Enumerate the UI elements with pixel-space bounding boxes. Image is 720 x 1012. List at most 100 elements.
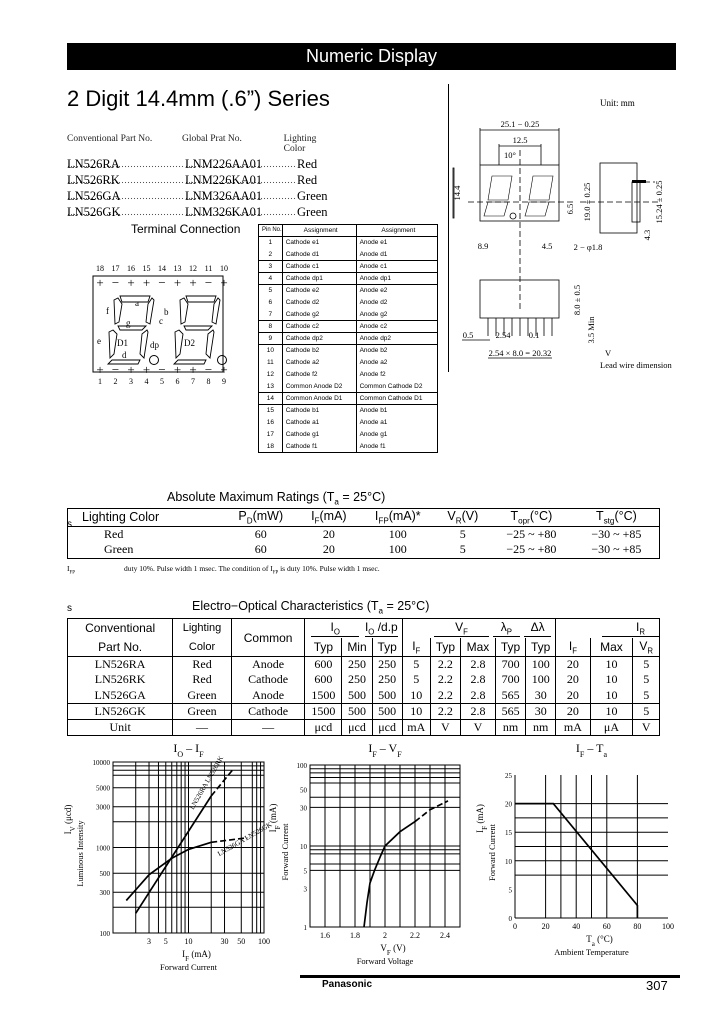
dim-lead-pitch: 2.54	[496, 330, 512, 340]
cell: 10	[401, 687, 431, 703]
pin-polarity: −	[158, 362, 165, 377]
title-text: Absolute Maximum Ratings (T	[167, 490, 335, 504]
table-row: LN526RA Red Anode 600 250 250 5 2.2 2.8 700 100 20 1…	[68, 656, 660, 672]
lighting-color: Green	[297, 189, 328, 203]
pin-polarity: +	[174, 362, 181, 377]
x-tick-label: 1.6	[320, 931, 330, 940]
pin-polarity: +	[96, 362, 103, 377]
col-header: Typ	[494, 637, 526, 657]
x-tick-label: 2	[383, 931, 387, 940]
dim-height: 14.4	[452, 185, 462, 201]
cell: V	[429, 718, 461, 735]
cell: μcd	[371, 718, 403, 735]
pin-number: 4	[145, 377, 149, 386]
table-row: 7 Cathode g2 Anode g2	[258, 308, 438, 321]
x-axis-label-2: Ambient Temperature	[554, 947, 629, 957]
io-label: IO	[311, 620, 359, 637]
pin-anode: Anode f2	[355, 368, 438, 381]
y-axis-label-2: Forward Current	[280, 823, 290, 881]
dimension-drawing: 25.1 − 0.25 12.5 10° 14.4 6.5 19.0 ± 0.2…	[452, 119, 673, 370]
pin-polarity: −	[158, 275, 165, 290]
cell: nm	[525, 718, 556, 735]
table-row: 11 Cathode a2 Anode a2	[258, 356, 438, 369]
digit-2-segments	[172, 295, 221, 365]
cell: 20	[555, 656, 591, 672]
cell: 250	[341, 656, 373, 672]
pin-number: 6	[176, 377, 180, 386]
page-title: 2 Digit 14.4mm (.6”) Series	[67, 86, 330, 111]
segment	[172, 359, 207, 365]
cell: 2.2	[429, 672, 461, 688]
pin-no: 4	[258, 272, 283, 285]
pin-no: 12	[258, 368, 283, 381]
cell: 2.2	[429, 702, 461, 719]
global-part-no: LNM326AA01	[185, 188, 297, 204]
dim-holes: 2 − φ1.8	[574, 242, 603, 252]
pin-anode: Anode c2	[355, 320, 438, 333]
pin-cathode: Cathode e2	[281, 284, 357, 297]
pin-cathode: Cathode g2	[281, 308, 357, 321]
series-line-dashed	[414, 800, 449, 823]
segment	[211, 297, 221, 325]
pin-cathode: Cathode dp1	[281, 272, 357, 285]
segment	[106, 359, 141, 365]
cell: μA	[589, 718, 633, 735]
pin-number: 9	[222, 377, 226, 386]
pin-anode: Anode d2	[355, 296, 438, 309]
cell: −30 ~ +85	[591, 526, 642, 541]
x-tick-label: 2.2	[410, 931, 420, 940]
cell: 565	[494, 702, 526, 719]
chart-title: IF – VF	[368, 741, 402, 759]
cell: Anode	[230, 656, 305, 672]
conventional-part-no: LN526GA	[67, 188, 185, 204]
dl-label: Δλ	[524, 620, 552, 637]
cell: LN526GA	[94, 687, 146, 702]
vf-label: VF	[434, 620, 489, 637]
pin-cathode: Cathode e1	[281, 236, 357, 249]
table-row: 13 Common Anode D2 Common Cathode D2	[258, 380, 438, 393]
col-header: Typ	[525, 637, 556, 657]
chart-current-vs-temperature: 0 20 40 60 80 100 0 5 10 15 20 25 IF – Ta Ta (°C)Ambi…	[475, 741, 674, 957]
abs-max-title: Absolute Maximum Ratings (Ta = 25°C)	[167, 490, 385, 507]
cell: LN526RA	[94, 657, 146, 671]
y-tick-label: 25	[505, 772, 513, 780]
cell: μcd	[341, 718, 373, 735]
pin-no: 18	[258, 440, 283, 453]
title-end: = 25°C)	[383, 599, 430, 613]
pin-cathode: Cathode dp2	[281, 332, 357, 345]
cell: 5	[632, 687, 660, 703]
pin-number: 12	[189, 264, 197, 273]
pin-polarity: +	[189, 275, 196, 290]
dim-pin-row: 15.24 ± 0.25	[654, 181, 664, 224]
x-tick-label: 5	[164, 937, 168, 946]
y-tick-label: 15	[505, 829, 513, 837]
segment	[113, 297, 123, 325]
col-header: IFP(mA)*	[358, 508, 437, 527]
pin-cathode: Cathode g1	[281, 428, 357, 441]
cell: μcd	[304, 718, 342, 735]
cell: 5	[401, 672, 431, 688]
pin-no: 13	[258, 380, 283, 393]
pin-polarity: +	[143, 362, 150, 377]
series-line-dashed	[210, 769, 233, 797]
unit-label: Unit: mm	[600, 98, 635, 108]
x-tick-label: 30	[221, 937, 229, 946]
pin-cathode: Cathode b2	[281, 344, 357, 357]
segment	[174, 329, 184, 360]
series-line-dashed	[211, 836, 248, 844]
col-header: Tstg(°C)	[573, 508, 660, 527]
x-tick-label: 20	[542, 922, 550, 931]
cell: 5	[401, 656, 431, 672]
digit-1-segments	[106, 295, 155, 365]
cell: 100	[388, 526, 407, 541]
cell: 500	[371, 702, 403, 719]
table-row: 4 Cathode dp1 Anode dp1	[258, 272, 438, 285]
pin-no: 8	[258, 320, 283, 333]
cell: Green	[172, 702, 232, 719]
divider	[448, 84, 449, 372]
pin-diagram: a b c d e f g dp D1 D2 181++172−−163++15…	[92, 264, 228, 386]
col-header-io: IO IO /d.p	[304, 618, 403, 638]
seg-label-f: f	[106, 306, 109, 316]
y-tick-label: 10	[505, 858, 513, 866]
